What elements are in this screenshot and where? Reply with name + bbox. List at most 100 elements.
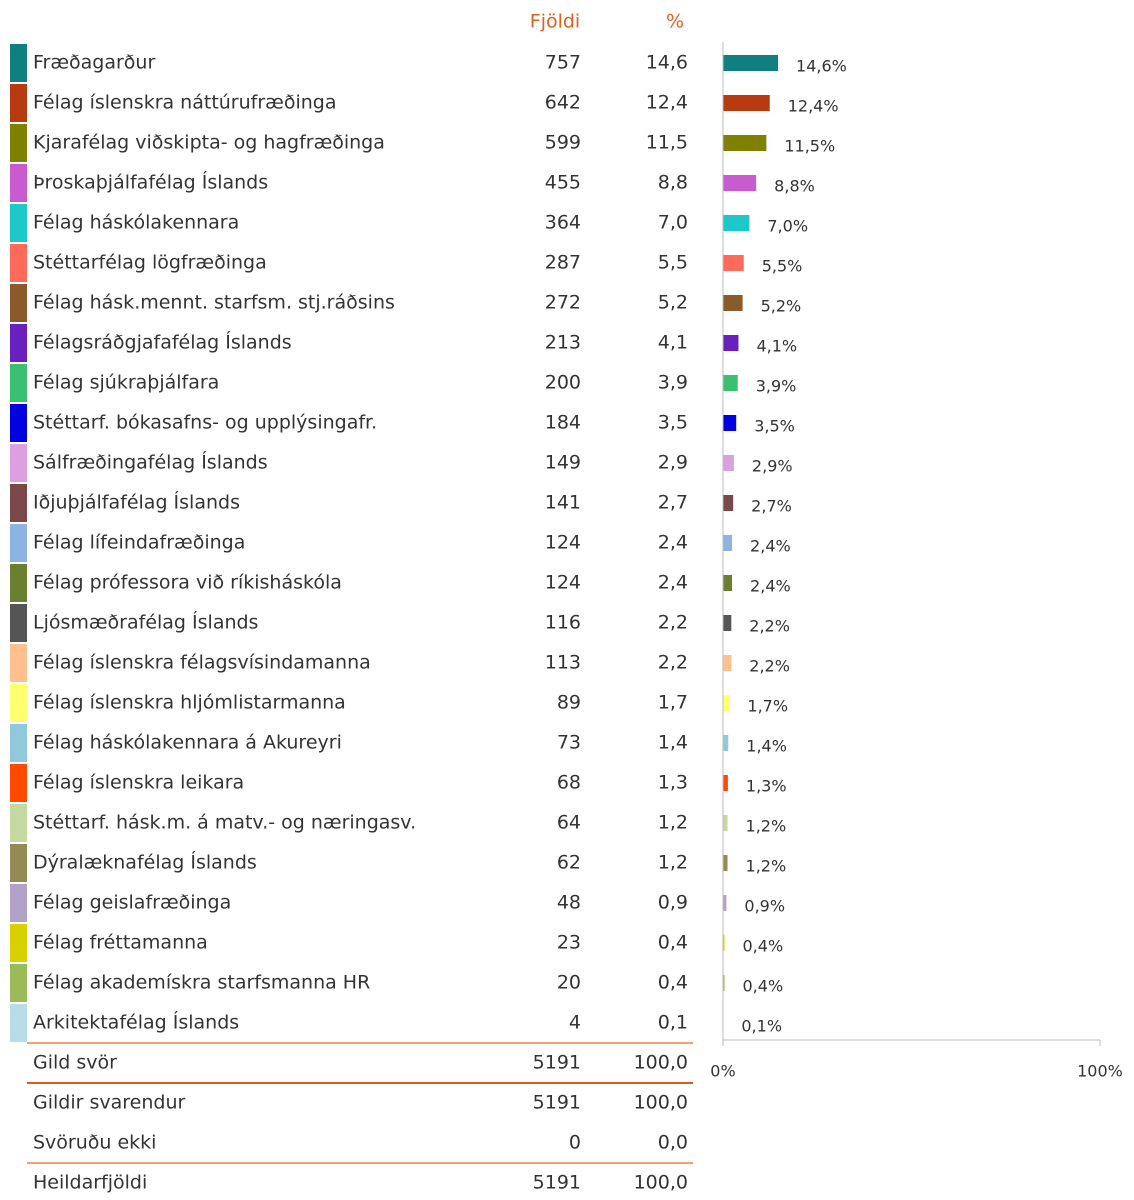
bar [723, 535, 733, 551]
percent: 2,4 [658, 532, 688, 554]
category-label: Félag hásk.mennt. starfsm. stj.ráðsins [33, 292, 395, 314]
category-label: Félag íslenskra hljómlistarmanna [33, 692, 346, 714]
count: 455 [545, 172, 581, 194]
count: 200 [545, 372, 581, 394]
category-label: Kjarafélag viðskipta- og hagfræðinga [33, 132, 385, 154]
legend-swatch [10, 244, 27, 282]
count: 89 [557, 692, 581, 714]
bar [723, 855, 728, 871]
category-label: Félagsráðgjafafélag Íslands [33, 331, 292, 354]
legend-swatch [10, 44, 27, 82]
value-label: 2,2% [749, 617, 790, 636]
summary-percent: 100,0 [634, 1052, 688, 1074]
value-label: 4,1% [756, 337, 797, 356]
category-label: Stéttarf. bókasafns- og upplýsingafr. [33, 412, 377, 434]
legend-swatch [10, 924, 27, 962]
percent: 0,4 [658, 932, 688, 954]
category-label: Félag háskólakennara á Akureyri [33, 732, 342, 754]
count: 642 [545, 92, 581, 114]
category-label: Stéttarfélag lögfræðinga [33, 252, 267, 274]
category-label: Stéttarf. hásk.m. á matv.- og næringasv. [33, 812, 416, 834]
summary-label: Gildir svarendur [33, 1092, 185, 1114]
category-label: Félag sjúkraþjálfara [33, 372, 219, 394]
legend-swatch [10, 804, 27, 842]
count: 124 [545, 532, 581, 554]
count: 272 [545, 292, 581, 314]
bar [723, 415, 737, 431]
bar [723, 215, 750, 231]
value-label: 3,9% [756, 377, 797, 396]
bar [723, 255, 744, 271]
bar [723, 375, 738, 391]
bar [723, 295, 743, 311]
percent: 3,9 [658, 372, 688, 394]
value-label: 2,4% [750, 537, 791, 556]
summary-percent: 100,0 [634, 1172, 688, 1194]
count: 213 [545, 332, 581, 354]
value-label: 5,2% [761, 297, 802, 316]
legend-swatch [10, 564, 27, 602]
percent: 11,5 [646, 132, 688, 154]
summary-percent: 0,0 [658, 1132, 688, 1154]
percent: 5,5 [658, 252, 688, 274]
count: 757 [545, 52, 581, 74]
percent: 1,2 [658, 852, 688, 874]
percent: 0,1 [658, 1012, 688, 1034]
count: 48 [557, 892, 581, 914]
category-label: Félag geislafræðinga [33, 892, 231, 914]
value-label: 8,8% [774, 177, 815, 196]
percent: 4,1 [658, 332, 688, 354]
value-label: 2,2% [749, 657, 790, 676]
percent: 2,2 [658, 652, 688, 674]
bar [723, 135, 767, 151]
percent: 1,2 [658, 812, 688, 834]
category-label: Félag íslenskra náttúrufræðinga [33, 92, 336, 114]
count: 141 [545, 492, 581, 514]
value-label: 1,7% [747, 697, 788, 716]
legend-swatch [10, 884, 27, 922]
percent: 12,4 [646, 92, 688, 114]
value-label: 1,4% [746, 737, 787, 756]
count: 64 [557, 812, 581, 834]
value-label: 2,4% [750, 577, 791, 596]
bar [723, 495, 734, 511]
summary-count: 5191 [533, 1052, 581, 1074]
count: 4 [569, 1012, 581, 1034]
percent: 7,0 [658, 212, 688, 234]
bar [723, 455, 734, 471]
percent: 3,5 [658, 412, 688, 434]
count: 184 [545, 412, 581, 434]
legend-swatch [10, 84, 27, 122]
percent: 1,7 [658, 692, 688, 714]
legend-swatch [10, 284, 27, 322]
summary-count: 5191 [533, 1092, 581, 1114]
value-label: 2,9% [752, 457, 793, 476]
percent: 2,4 [658, 572, 688, 594]
value-label: 14,6% [796, 57, 847, 76]
legend-swatch [10, 604, 27, 642]
value-label: 11,5% [784, 137, 835, 156]
value-label: 1,2% [746, 817, 787, 836]
summary-count: 5191 [533, 1172, 581, 1194]
percent: 14,6 [646, 52, 688, 74]
bar [723, 975, 725, 991]
bar [723, 735, 729, 751]
legend-swatch [10, 404, 27, 442]
legend-swatch [10, 204, 27, 242]
bar [723, 775, 728, 791]
count: 73 [557, 732, 581, 754]
value-label: 5,5% [762, 257, 803, 276]
bar [723, 655, 732, 671]
legend-swatch [10, 964, 27, 1002]
legend-swatch [10, 124, 27, 162]
category-label: Félag háskólakennara [33, 212, 239, 234]
category-label: Félag fréttamanna [33, 932, 208, 954]
count: 149 [545, 452, 581, 474]
category-label: Félag akademískra starfsmanna HR [33, 972, 370, 994]
count: 23 [557, 932, 581, 954]
x-tick-label: 0% [710, 1062, 735, 1081]
category-label: Iðjuþjálfafélag Íslands [33, 491, 240, 514]
summary-label: Gild svör [33, 1052, 117, 1074]
percent: 1,4 [658, 732, 688, 754]
